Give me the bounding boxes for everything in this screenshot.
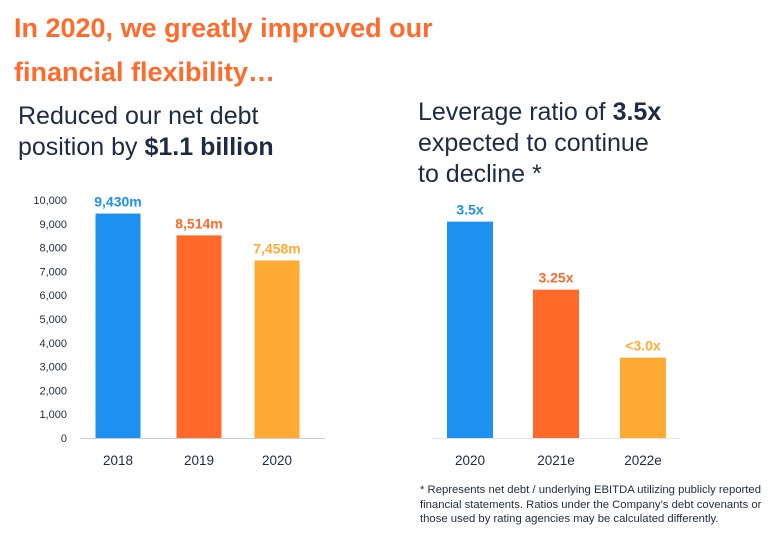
headline-line-2: financial flexibility… [14, 57, 276, 87]
leverage-category-label: 2022e [624, 453, 662, 468]
right-title-line-3: to decline * [418, 160, 542, 188]
right-title-emphasis: 3.5x [612, 98, 662, 126]
net-debt-ytick-label: 3,000 [39, 362, 67, 374]
net-debt-bar-2019 [176, 235, 222, 438]
footnote: * Represents net debt / underlying EBITD… [420, 484, 762, 525]
left-title-line-2: position by [18, 133, 145, 161]
leverage-bar-2022e [620, 357, 666, 438]
headline-line-1: In 2020, we greatly improved our [14, 13, 433, 43]
right-title-part-1: Leverage ratio of [418, 98, 613, 126]
leverage-bar-2021e [533, 289, 579, 438]
net-debt-ytick-label: 5,000 [39, 314, 67, 326]
net-debt-ytick-label: 8,000 [39, 243, 67, 255]
right-panel-title: Leverage ratio of 3.5x expected to conti… [418, 97, 661, 190]
net-debt-category-label: 2018 [103, 453, 133, 468]
leverage-data-label: <3.0x [625, 338, 661, 354]
net-debt-ytick-label: 6,000 [39, 290, 67, 302]
net-debt-bar-2018 [95, 213, 141, 438]
leverage-data-label: 3.5x [456, 202, 483, 218]
left-panel-title: Reduced our net debt position by $1.1 bi… [18, 101, 274, 163]
leverage-data-label: 3.25x [538, 270, 573, 286]
leverage-category-label: 2021e [537, 453, 575, 468]
net-debt-data-label: 9,430m [94, 194, 141, 210]
headline: In 2020, we greatly improved our financi… [14, 6, 433, 94]
net-debt-data-label: 7,458m [253, 240, 300, 256]
net-debt-ytick-label: 9,000 [39, 219, 67, 231]
net-debt-ytick-label: 1,000 [39, 409, 67, 421]
net-debt-ytick-label: 2,000 [39, 385, 67, 397]
net-debt-ytick-label: 4,000 [39, 338, 67, 350]
leverage-category-label: 2020 [455, 453, 485, 468]
net-debt-category-label: 2020 [262, 453, 292, 468]
net-debt-ytick-label: 0 [61, 433, 67, 445]
leverage-bar-2020 [447, 221, 493, 438]
net-debt-ytick-label: 7,000 [39, 266, 67, 278]
left-title-line-1: Reduced our net debt [18, 102, 259, 130]
net-debt-category-label: 2019 [184, 453, 214, 468]
left-title-emphasis: $1.1 billion [144, 133, 274, 161]
right-title-line-2: expected to continue [418, 129, 649, 157]
net-debt-bar-2020 [254, 260, 300, 438]
net-debt-data-label: 8,514m [175, 215, 222, 231]
net-debt-ytick-label: 10,000 [33, 195, 67, 207]
